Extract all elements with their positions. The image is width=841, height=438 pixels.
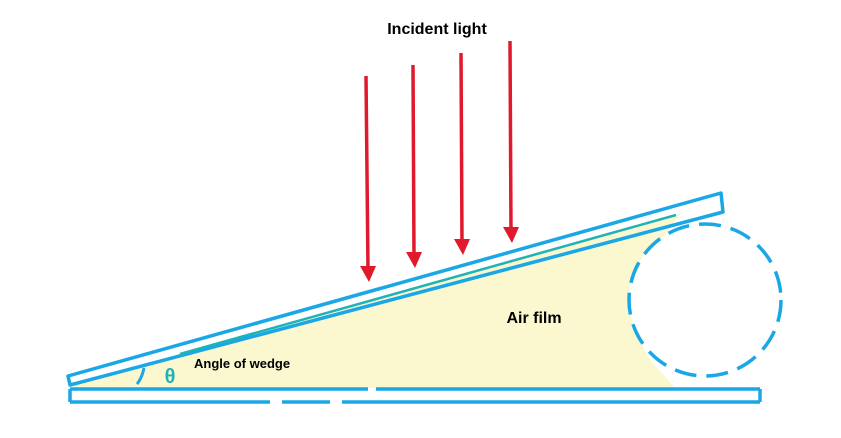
incident-arrow-1	[360, 75, 376, 282]
angle-arc	[135, 367, 146, 385]
angle-of-wedge-label: Angle of wedge	[194, 356, 290, 371]
spacer-wire-circle	[627, 222, 783, 378]
incident-arrow-2	[406, 64, 422, 268]
top-plate-underside-line	[179, 213, 677, 356]
bottom-glass-plate	[68, 387, 762, 404]
incident-arrow-4	[503, 40, 519, 243]
incident-arrow-3	[454, 52, 470, 255]
top-inclined-glass-plate	[66, 191, 725, 387]
incident-light-label: Incident light	[387, 21, 487, 38]
theta-symbol: θ	[165, 366, 176, 388]
incident-light-arrows	[360, 40, 519, 282]
air-film-label: Air film	[506, 310, 561, 327]
